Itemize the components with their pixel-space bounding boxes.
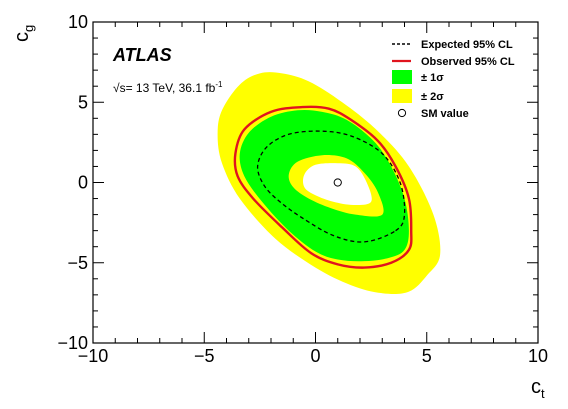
x-axis-title: ct [531,376,545,401]
band-1sigma [239,109,409,262]
sm-value-marker [333,178,342,187]
legend-1sigma-swatch [392,70,412,84]
contour-lines [233,105,413,269]
expected-95cl-contour [256,130,406,243]
legend-sm-swatch [397,108,407,118]
y-tick-label: 5 [78,92,88,112]
sm-marker-layer [333,178,342,187]
x-tick-label: 5 [422,346,432,366]
legend-1sigma-label: ± 1σ [421,72,444,84]
contour-bands [217,72,441,294]
legend-2sigma-label: ± 2σ [421,91,444,103]
x-axis-subscript: t [541,386,545,401]
legend-observed-label: Observed 95% CL [421,56,515,68]
y-tick-label: 0 [78,173,88,193]
legend-sm-label: SM value [421,108,469,120]
legend-2sigma-swatch [392,89,412,103]
energy-label: √s= 13 TeV, 36.1 fb-1 [113,80,223,95]
axis-tick-labels: −10 −5 0 5 10 −10 −5 0 5 10 [57,12,548,366]
y-tick-label: −10 [57,333,88,353]
plot-frame [92,21,539,344]
legend: Expected 95% CL Observed 95% CL ± 1σ ± 2… [392,39,515,120]
atlas-label: ATLAS [112,45,172,65]
axis-ticks [92,21,539,344]
x-tick-label: −5 [194,346,215,366]
legend-expected-label: Expected 95% CL [421,39,513,51]
y-axis-title: cg [11,25,36,42]
observed-95cl-contour [233,105,413,269]
y-tick-label: −5 [67,253,88,273]
y-axis-subscript: g [21,25,36,32]
x-tick-label: 0 [310,346,320,366]
energy-label-superscript: -1 [215,80,223,89]
x-tick-label: −10 [78,346,109,366]
y-tick-label: 10 [68,12,88,32]
x-tick-label: 10 [528,346,548,366]
